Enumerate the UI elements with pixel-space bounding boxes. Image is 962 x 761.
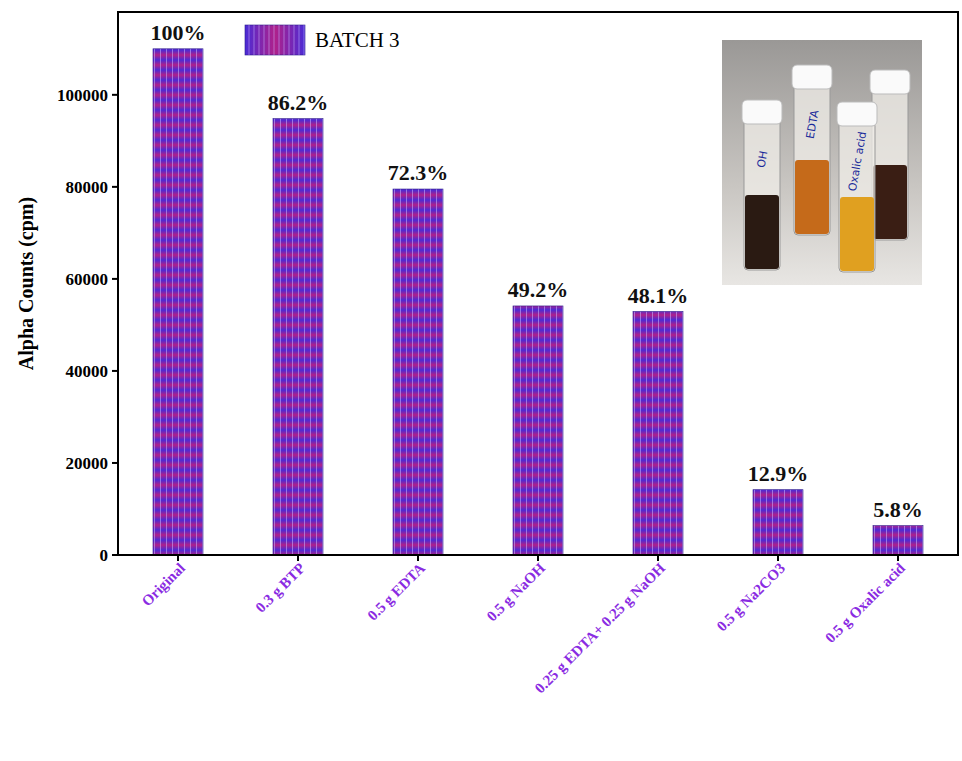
legend-stripe bbox=[284, 25, 285, 55]
x-tick bbox=[777, 555, 779, 561]
vial-label: EDTA bbox=[804, 109, 822, 140]
x-tick bbox=[297, 555, 299, 561]
x-tick-label: 0.5 g EDTA bbox=[364, 560, 428, 624]
photo-background bbox=[722, 40, 922, 285]
x-tick-label: 0.5 g Na2CO3 bbox=[713, 560, 788, 635]
bar bbox=[753, 490, 803, 555]
y-axis-title: Alpha Counts (cpm) bbox=[15, 197, 38, 370]
vial-liquid bbox=[745, 195, 779, 269]
y-tick bbox=[112, 186, 118, 188]
legend-stripe bbox=[264, 25, 265, 55]
vial-cap bbox=[837, 102, 877, 126]
vial-cap bbox=[870, 70, 910, 94]
vial-liquid bbox=[795, 160, 829, 234]
vial-cap bbox=[792, 65, 832, 89]
percent-label: 72.3% bbox=[388, 160, 449, 185]
y-tick bbox=[112, 370, 118, 372]
percent-label: 5.8% bbox=[873, 497, 923, 522]
y-tick-label: 20000 bbox=[66, 454, 109, 473]
percent-label: 100% bbox=[151, 20, 206, 45]
bar bbox=[873, 526, 923, 555]
percent-label: 86.2% bbox=[268, 90, 329, 115]
vial-label: Oxalic acid bbox=[846, 131, 869, 193]
x-tick bbox=[537, 555, 539, 561]
y-tick-label: 40000 bbox=[66, 362, 109, 381]
x-tick-label: 0.5 g NaOH bbox=[483, 560, 548, 625]
legend-stripe bbox=[304, 25, 305, 55]
vial-liquid bbox=[873, 165, 907, 239]
chart: 0 20000 40000 60000 80000 100000 Alpha Counts … bbox=[0, 0, 962, 761]
legend-stripe bbox=[254, 25, 255, 55]
y-tick-label: 0 bbox=[100, 546, 109, 565]
vial-liquid bbox=[840, 197, 874, 271]
vial bbox=[839, 122, 875, 272]
percent-label: 49.2% bbox=[508, 277, 569, 302]
percent-label: 48.1% bbox=[628, 283, 689, 308]
legend-stripe bbox=[289, 25, 290, 55]
x-tick-label: 0.5 g Oxalic acid bbox=[822, 559, 909, 646]
x-tick bbox=[657, 555, 659, 561]
legend-stripe bbox=[274, 25, 275, 55]
y-tick-label: 80000 bbox=[66, 178, 109, 197]
x-tick-label: 0.3 g BTP bbox=[252, 560, 308, 616]
percent-label: 12.9% bbox=[748, 461, 809, 486]
bar bbox=[513, 306, 563, 555]
inset-photo: OH EDTA Oxalic acid bbox=[722, 40, 922, 285]
legend-stripe bbox=[269, 25, 270, 55]
vial bbox=[744, 120, 780, 270]
x-tick-label: Original bbox=[139, 560, 189, 610]
y-tick bbox=[112, 94, 118, 96]
vial bbox=[794, 85, 830, 235]
bar bbox=[153, 49, 203, 555]
bar bbox=[273, 119, 323, 555]
y-tick bbox=[112, 278, 118, 280]
y-tick bbox=[112, 462, 118, 464]
vial-label: OH bbox=[755, 150, 771, 169]
vial-cap bbox=[742, 100, 782, 124]
bar bbox=[633, 312, 683, 555]
legend-stripe bbox=[259, 25, 260, 55]
x-tick bbox=[897, 555, 899, 561]
legend-stripe bbox=[294, 25, 295, 55]
y-tick bbox=[112, 554, 118, 556]
x-tick bbox=[417, 555, 419, 561]
legend-swatch bbox=[245, 25, 305, 55]
legend-stripe bbox=[249, 25, 250, 55]
x-tick-label: 0.25 g EDTA+ 0.25 g NaOH bbox=[532, 560, 669, 697]
legend-stripe bbox=[279, 25, 280, 55]
bar bbox=[393, 189, 443, 555]
x-tick bbox=[177, 555, 179, 561]
legend-stripe bbox=[299, 25, 300, 55]
legend-label: BATCH 3 bbox=[315, 28, 400, 52]
plot-frame bbox=[118, 12, 958, 555]
y-tick-label: 60000 bbox=[66, 270, 109, 289]
y-tick-label: 100000 bbox=[57, 86, 108, 105]
